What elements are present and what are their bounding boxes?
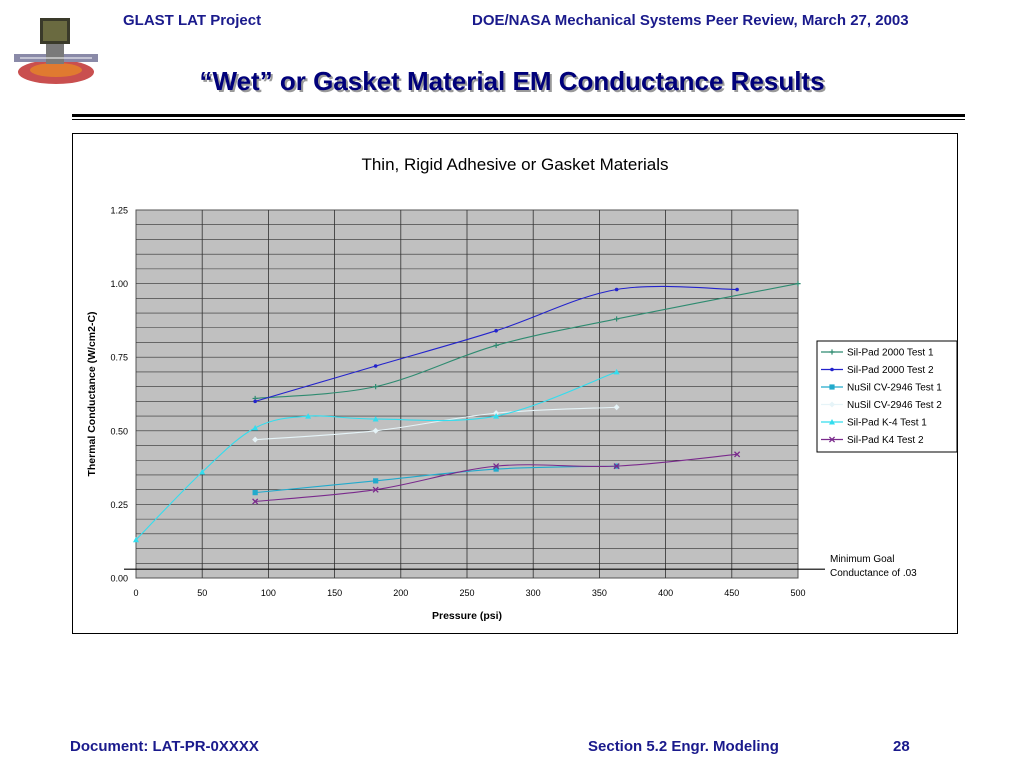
document-id: Document: LAT-PR-0XXXX <box>70 738 259 755</box>
data-point-1 <box>494 328 498 333</box>
legend-label: Sil-Pad K-4 Test 1 <box>847 418 927 429</box>
y-tick-label: 0.75 <box>110 353 128 363</box>
data-point-4 <box>252 424 259 431</box>
legend-label: Sil-Pad 2000 Test 1 <box>847 348 934 359</box>
data-point-3 <box>372 427 379 434</box>
data-point-5 <box>252 498 259 505</box>
review-header: DOE/NASA Mechanical Systems Peer Review,… <box>472 12 909 29</box>
data-point-5 <box>734 451 741 458</box>
page-number: 28 <box>893 738 910 755</box>
legend-label: NuSil CV-2946 Test 1 <box>847 383 942 394</box>
chart-title: Thin, Rigid Adhesive or Gasket Materials <box>361 155 668 174</box>
x-tick-label: 250 <box>459 588 474 598</box>
data-point-3 <box>613 404 620 411</box>
data-point-0 <box>373 384 379 390</box>
x-tick-label: 450 <box>724 588 739 598</box>
series-line-3 <box>255 406 617 441</box>
project-header: GLAST LAT Project <box>123 12 262 29</box>
x-axis-title: Pressure (psi) <box>432 610 502 622</box>
x-tick-label: 500 <box>790 588 805 598</box>
slide-title: “Wet” or Gasket Material EM Conductance … <box>199 66 825 96</box>
data-point-4 <box>372 416 379 422</box>
data-point-0 <box>614 316 620 322</box>
data-point-5 <box>613 463 620 470</box>
title-rule <box>72 114 965 117</box>
legend-label: Sil-Pad 2000 Test 2 <box>847 365 934 376</box>
conductance-chart: Thin, Rigid Adhesive or Gasket Materials… <box>86 155 957 622</box>
legend-swatch-marker <box>829 419 835 425</box>
legend-label: NuSil CV-2946 Test 2 <box>847 400 942 411</box>
legend-swatch-marker <box>829 401 835 408</box>
data-point-3 <box>252 436 259 443</box>
data-point-4 <box>493 413 500 419</box>
x-tick-label: 200 <box>393 588 408 598</box>
title-rule-thin <box>72 119 965 120</box>
data-point-1 <box>373 364 378 368</box>
data-point-4 <box>133 536 139 543</box>
x-tick-label: 0 <box>133 588 138 598</box>
data-point-2 <box>252 490 258 496</box>
data-point-5 <box>493 463 500 470</box>
chart-frame: Thin, Rigid Adhesive or Gasket Materials… <box>72 133 958 634</box>
glast-satellite-logo <box>14 18 98 84</box>
minimum-goal-label: Minimum Goal <box>830 554 894 565</box>
y-tick-label: 0.25 <box>110 500 128 510</box>
legend-swatch-marker <box>828 436 836 443</box>
data-point-1 <box>735 287 739 292</box>
minimum-goal-label: Conductance of .03 <box>830 568 917 579</box>
y-axis-title: Thermal Conductance (W/cm2-C) <box>86 311 98 476</box>
data-point-4 <box>199 469 206 475</box>
data-point-1 <box>614 287 619 292</box>
data-point-1 <box>253 399 257 404</box>
data-point-5 <box>372 486 379 493</box>
legend-label: Sil-Pad K4 Test 2 <box>847 435 924 446</box>
y-tick-label: 0.50 <box>110 426 128 436</box>
legend-swatch-marker <box>829 384 835 390</box>
x-tick-label: 150 <box>327 588 342 598</box>
data-point-2 <box>493 466 499 472</box>
data-point-0 <box>493 342 499 349</box>
data-point-2 <box>373 478 379 484</box>
x-tick-label: 100 <box>261 588 276 598</box>
x-tick-label: 350 <box>592 588 607 598</box>
data-point-4 <box>305 413 312 419</box>
x-tick-label: 50 <box>197 588 207 598</box>
legend-swatch-marker <box>829 349 835 355</box>
series-line-2 <box>255 465 617 494</box>
x-tick-label: 400 <box>658 588 673 598</box>
data-point-0 <box>795 281 801 287</box>
section-label: Section 5.2 Engr. Modeling <box>588 738 779 755</box>
legend-box <box>816 340 957 453</box>
data-point-4 <box>613 368 620 375</box>
legend-swatch-marker <box>830 367 834 372</box>
y-tick-label: 1.00 <box>110 279 128 289</box>
x-tick-label: 300 <box>526 588 541 598</box>
y-tick-label: 0.00 <box>110 574 128 584</box>
y-tick-label: 1.25 <box>110 206 128 216</box>
